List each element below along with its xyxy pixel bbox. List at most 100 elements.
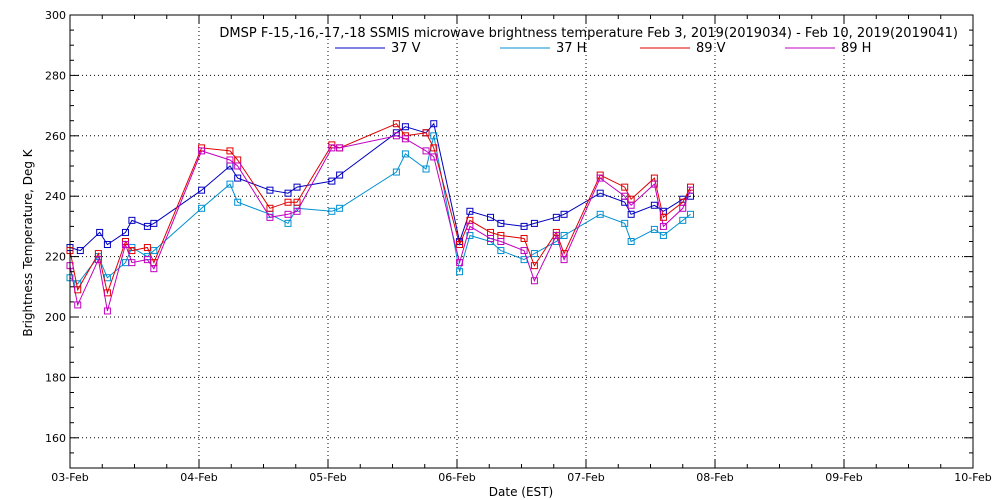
y-tick-label: 220 [45, 251, 66, 264]
data-point-89-v [226, 147, 234, 155]
chart-title: DMSP F-15,-16,-17,-18 SSMIS microwave br… [219, 26, 958, 41]
data-point-89-h [328, 144, 336, 152]
data-point-89-h [392, 132, 400, 140]
data-point-89-h [686, 186, 694, 194]
x-tick-label: 10-Feb [954, 471, 991, 484]
data-point-89-v [520, 234, 528, 242]
data-point-89-v [284, 198, 292, 206]
data-point-89-v [293, 198, 301, 206]
data-point-37-h [596, 210, 604, 218]
data-point-89-h [121, 241, 129, 249]
data-point-89-h [530, 277, 538, 285]
data-point-89-v [422, 129, 430, 137]
data-point-37-h [627, 238, 635, 245]
legend-label-37-h: 37 H [556, 41, 586, 56]
data-point-37-v [530, 219, 538, 227]
data-point-37-v [487, 213, 495, 221]
data-point-37-v [121, 228, 129, 236]
data-point-89-h [487, 234, 495, 242]
series-line-89-h [69, 135, 691, 312]
data-point-37-v [198, 186, 206, 194]
data-point-89-h [430, 153, 438, 161]
data-point-37-v [293, 183, 301, 191]
data-point-37-h [430, 132, 438, 140]
data-point-37-h [497, 247, 505, 255]
data-point-37-v [596, 189, 604, 197]
legend: 37 V 37 H 89 V 89 H [335, 41, 871, 56]
data-point-89-h [226, 156, 234, 164]
data-point-89-h [94, 256, 102, 264]
data-point-89-v [530, 262, 538, 270]
data-point-89-h [103, 307, 111, 315]
y-tick-label: 260 [45, 130, 66, 143]
data-point-89-h [456, 259, 464, 267]
data-point-37-v [234, 174, 242, 182]
data-point-89-h [596, 174, 604, 182]
data-point-89-h [74, 301, 82, 309]
data-point-89-v [392, 120, 400, 128]
data-point-89-h [659, 222, 667, 230]
data-point-89-v [430, 144, 438, 152]
data-point-37-v [650, 201, 658, 209]
series-line-37-v [69, 122, 691, 252]
data-point-37-v [328, 177, 336, 185]
data-point-37-h [422, 165, 430, 173]
x-tick-label: 06-Feb [438, 471, 475, 484]
data-point-89-v [621, 183, 629, 191]
data-point-37-h [679, 216, 687, 224]
data-point-89-v [456, 241, 464, 249]
data-point-89-h [128, 259, 136, 267]
data-point-37-v [76, 247, 84, 255]
axis-ticks [69, 14, 974, 469]
data-point-89-v [143, 244, 151, 252]
data-point-37-v [401, 123, 409, 131]
data-point-89-h [284, 210, 292, 218]
data-point-89-h [143, 256, 151, 264]
legend-label-37-v: 37 V [391, 41, 421, 56]
data-point-89-v [659, 213, 667, 221]
data-point-89-h [679, 204, 687, 212]
legend-label-89-v: 89 V [696, 41, 726, 56]
data-point-37-v [430, 120, 438, 128]
x-tick-label: 08-Feb [696, 471, 733, 484]
y-tick-label: 180 [45, 371, 66, 384]
data-point-37-v [497, 219, 505, 227]
data-point-37-v [560, 210, 568, 218]
data-point-37-h [686, 210, 694, 218]
data-series [66, 120, 694, 315]
data-point-89-h [466, 222, 474, 230]
data-point-37-v [284, 189, 292, 197]
data-point-89-h [621, 192, 629, 200]
x-tick-label: 04-Feb [180, 471, 217, 484]
data-point-37-h [328, 207, 336, 215]
data-point-89-h [650, 180, 658, 188]
data-point-89-h [422, 147, 430, 155]
data-point-37-h [284, 219, 292, 227]
data-point-37-v [128, 216, 136, 224]
data-point-89-h [336, 144, 344, 152]
data-point-37-h [401, 150, 409, 158]
data-point-37-h [621, 219, 629, 227]
data-point-89-h [401, 135, 409, 143]
series-line-37-h [69, 135, 691, 285]
data-point-37-h [650, 225, 658, 233]
x-tick-label: 07-Feb [567, 471, 604, 484]
data-point-37-h [456, 268, 464, 276]
y-tick-label: 300 [45, 9, 66, 22]
legend-label-89-h: 89 H [841, 41, 871, 56]
data-point-89-h [150, 265, 158, 273]
data-point-37-h [198, 204, 206, 212]
data-point-89-h [520, 247, 528, 255]
data-point-89-v [266, 204, 274, 212]
data-point-37-h [226, 180, 234, 188]
data-point-89-h [560, 256, 568, 264]
data-point-37-v [103, 241, 111, 249]
data-point-37-v [150, 219, 158, 227]
x-axis-label: Date (EST) [489, 485, 553, 499]
y-tick-label: 200 [45, 311, 66, 324]
x-tick-label: 05-Feb [309, 471, 346, 484]
data-point-37-v [96, 228, 104, 236]
data-point-37-v [627, 210, 635, 218]
data-point-89-h [198, 147, 206, 155]
